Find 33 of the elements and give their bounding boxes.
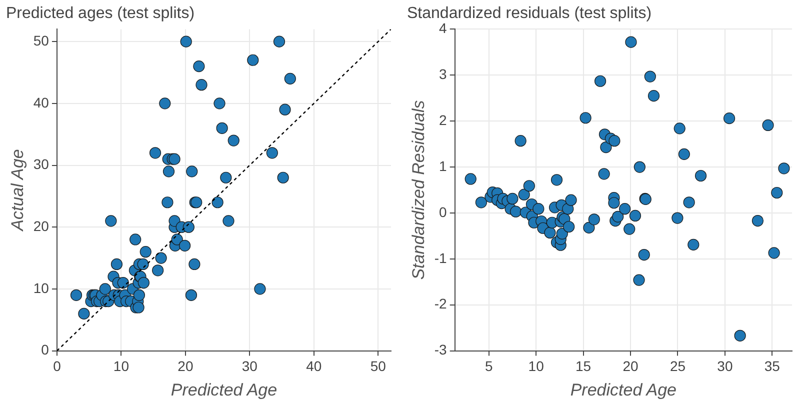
y-tick-label: 50	[33, 32, 50, 48]
y-tick-label: -1	[434, 250, 448, 266]
y-tick-label: 4	[439, 20, 448, 36]
y-axis-title: Standardized Residuals	[408, 100, 428, 280]
x-tick-label: 40	[306, 358, 322, 374]
y-tick-label: 1	[439, 158, 448, 174]
chart-title: Predicted ages (test splits)	[6, 5, 195, 22]
x-tick-label: 50	[370, 358, 386, 374]
y-tick-label: 0	[41, 342, 50, 358]
x-tick-label: 10	[113, 358, 130, 374]
x-tick-label: 35	[764, 358, 780, 374]
x-tick-label: 20	[178, 358, 194, 374]
x-tick-label: 20	[622, 358, 639, 374]
y-tick-label: -3	[434, 342, 448, 358]
y-tick-label: 30	[33, 156, 50, 172]
x-axis-title: Predicted Age	[570, 380, 677, 400]
chart-title: Standardized residuals (test splits)	[407, 5, 652, 22]
y-tick-label: 2	[439, 112, 448, 128]
x-tick-label: 0	[53, 358, 62, 374]
y-tick-label: 0	[439, 204, 448, 220]
x-tick-label: 10	[528, 358, 544, 374]
y-tick-label: 3	[439, 66, 448, 82]
y-tick-label: 40	[33, 94, 50, 110]
x-tick-label: 5	[484, 358, 493, 374]
x-tick-label: 30	[717, 358, 733, 374]
y-axis-title: Actual Age	[8, 149, 27, 232]
x-tick-label: 30	[242, 358, 258, 374]
y-tick-label: 20	[33, 218, 50, 234]
x-tick-label: 25	[670, 358, 686, 374]
y-tick-label: 10	[33, 280, 50, 296]
x-tick-label: 15	[576, 358, 592, 374]
y-tick-label: -2	[434, 296, 448, 312]
x-axis-title: Predicted Age	[170, 380, 278, 400]
